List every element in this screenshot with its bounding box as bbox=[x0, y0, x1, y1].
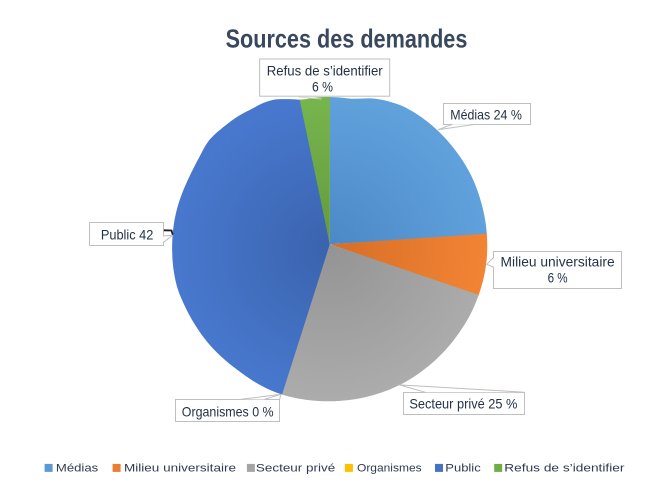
svg-text:Public 42: Public 42 bbox=[101, 227, 154, 243]
svg-text:Organismes: Organismes bbox=[357, 462, 422, 474]
svg-text:Refus de s’identifier: Refus de s’identifier bbox=[267, 63, 383, 79]
svg-text:Milieu universitaire: Milieu universitaire bbox=[501, 254, 615, 270]
svg-text:6 %: 6 % bbox=[312, 79, 333, 95]
svg-text:Médias 24 %: Médias 24 % bbox=[450, 106, 522, 122]
svg-text:Refus de s’identifier: Refus de s’identifier bbox=[504, 462, 625, 474]
svg-text:Secteur privé: Secteur privé bbox=[256, 462, 335, 474]
svg-text:Public: Public bbox=[445, 462, 481, 474]
svg-text:Organismes 0 %: Organismes 0 % bbox=[182, 404, 274, 420]
svg-text:6 %: 6 % bbox=[548, 270, 568, 286]
svg-text:Sources des demandes: Sources des demandes bbox=[226, 24, 468, 54]
svg-text:Médias: Médias bbox=[56, 462, 99, 474]
svg-text:Secteur privé 25 %: Secteur privé 25 % bbox=[409, 396, 517, 412]
svg-text:Milieu universitaire: Milieu universitaire bbox=[124, 462, 236, 474]
